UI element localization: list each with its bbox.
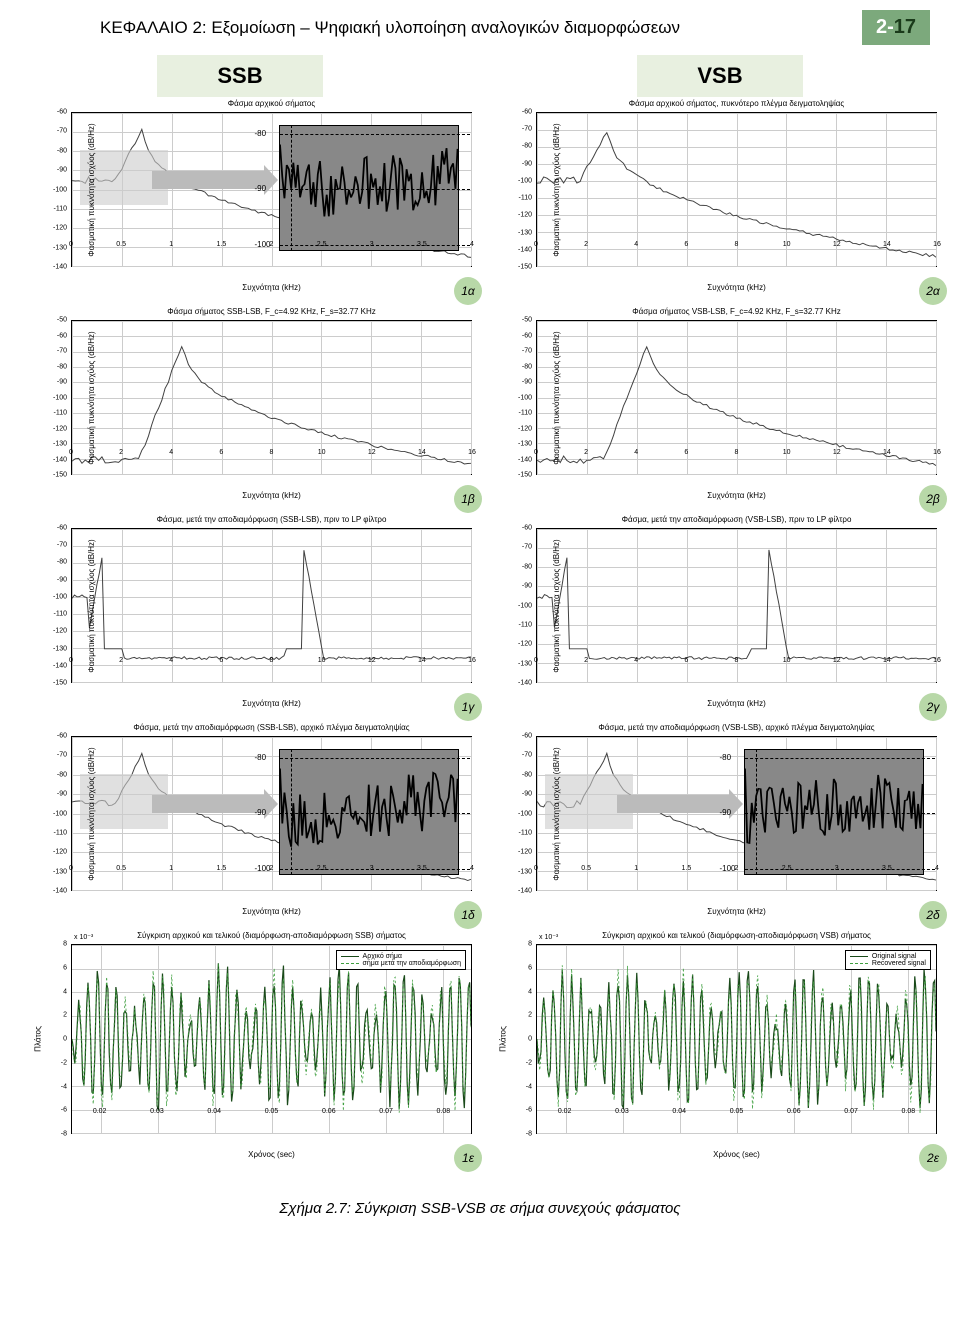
- chapter-title: ΚΕΦΑΛΑΙΟ 2: Εξομοίωση – Ψηφιακή υλοποίησ…: [100, 18, 862, 38]
- x-axis-label: Συχνότητα (kHz): [537, 283, 936, 292]
- x-axis-label: Συχνότητα (kHz): [72, 699, 471, 708]
- subplot-badge: 2β: [919, 485, 947, 513]
- subplot-badge: 2ε: [919, 1144, 947, 1172]
- col-label-vsb: VSB: [480, 55, 960, 97]
- plot-cell-2e: Σύγκριση αρχικού και τελικού (διαμόρφωση…: [480, 939, 945, 1182]
- plot-cell-2c: Φάσμα, μετά την αποδιαμόρφωση (VSB-LSB),…: [480, 523, 945, 731]
- x-axis-label: Συχνότητα (kHz): [537, 907, 936, 916]
- dash-box: [291, 749, 459, 874]
- col-label-ssb: SSB: [0, 55, 480, 97]
- plot-title: Σύγκριση αρχικού και τελικού (διαμόρφωση…: [537, 931, 936, 940]
- plot-cell-1d: Φάσμα, μετά την αποδιαμόρφωση (SSB-LSB),…: [15, 731, 480, 939]
- y-axis-label: Φασματική πυκνότητα ισχύος (dB/Hz): [552, 539, 561, 672]
- plot-legend: Original signalRecovered signal: [845, 950, 931, 970]
- y-exponent: x 10⁻³: [74, 933, 93, 941]
- plot-area: Σύγκριση αρχικού και τελικού (διαμόρφωση…: [71, 944, 472, 1134]
- plot-cell-1e: Σύγκριση αρχικού και τελικού (διαμόρφωση…: [15, 939, 480, 1182]
- plot-title: Φάσμα αρχικού σήματος: [72, 99, 471, 108]
- dash-box: [291, 125, 459, 250]
- subplot-badge: 2α: [919, 277, 947, 305]
- page-number-badge: 2-17: [862, 10, 930, 45]
- figure-caption: Σχήμα 2.7: Σύγκριση SSB-VSB σε σήμα συνε…: [0, 1182, 960, 1247]
- plot-cell-2a: Φάσμα αρχικού σήματος, πυκνότερο πλέγμα …: [480, 107, 945, 315]
- y-axis-label: Φασματική πυκνότητα ισχύος (dB/Hz): [87, 331, 96, 464]
- plot-title: Φάσμα, μετά την αποδιαμόρφωση (SSB-LSB),…: [72, 723, 471, 732]
- y-axis-label: Φασματική πυκνότητα ισχύος (dB/Hz): [87, 747, 96, 880]
- dash-box: [756, 749, 924, 874]
- plot-cell-2b: Φάσμα σήματος VSB-LSB, F_c=4.92 KHz, F_s…: [480, 315, 945, 523]
- subplot-badge: 1δ: [454, 901, 482, 929]
- plot-curve: [537, 945, 936, 1133]
- plot-title: Φάσμα, μετά την αποδιαμόρφωση (VSB-LSB),…: [537, 723, 936, 732]
- page-header: ΚΕΦΑΛΑΙΟ 2: Εξομοίωση – Ψηφιακή υλοποίησ…: [0, 0, 960, 50]
- x-axis-label: Συχνότητα (kHz): [537, 699, 936, 708]
- plot-curve: [72, 945, 471, 1133]
- plot-cell-1a: Φάσμα αρχικού σήματος-80-90-100Συχνότητα…: [15, 107, 480, 315]
- zoom-arrow-icon: [617, 795, 729, 813]
- column-labels: SSB VSB: [0, 55, 960, 97]
- zoom-arrow-icon: [152, 171, 264, 189]
- y-axis-label: Φασματική πυκνότητα ισχύος (dB/Hz): [87, 123, 96, 256]
- plot-title: Φάσμα, μετά την αποδιαμόρφωση (SSB-LSB),…: [72, 515, 471, 524]
- subplot-badge: 2γ: [919, 693, 947, 721]
- x-axis-label: Συχνότητα (kHz): [537, 491, 936, 500]
- plot-title: Φάσμα, μετά την αποδιαμόρφωση (VSB-LSB),…: [537, 515, 936, 524]
- subplot-badge: 1ε: [454, 1144, 482, 1172]
- y-axis-label: Φασματική πυκνότητα ισχύος (dB/Hz): [552, 747, 561, 880]
- x-axis-label: Συχνότητα (kHz): [72, 491, 471, 500]
- subplot-badge: 1β: [454, 485, 482, 513]
- plot-title: Φάσμα σήματος SSB-LSB, F_c=4.92 KHz, F_s…: [72, 307, 471, 316]
- x-axis-label: Χρόνος (sec): [537, 1150, 936, 1159]
- plot-cell-1c: Φάσμα, μετά την αποδιαμόρφωση (SSB-LSB),…: [15, 523, 480, 731]
- y-axis-label: Φασματική πυκνότητα ισχύος (dB/Hz): [87, 539, 96, 672]
- plot-area: Σύγκριση αρχικού και τελικού (διαμόρφωση…: [536, 944, 937, 1134]
- y-axis-label: Πλάτος: [498, 1026, 507, 1052]
- plot-grid: Φάσμα αρχικού σήματος-80-90-100Συχνότητα…: [0, 107, 960, 1182]
- x-axis-label: Συχνότητα (kHz): [72, 907, 471, 916]
- plot-title: Φάσμα σήματος VSB-LSB, F_c=4.92 KHz, F_s…: [537, 307, 936, 316]
- subplot-badge: 2δ: [919, 901, 947, 929]
- y-axis-label: Φασματική πυκνότητα ισχύος (dB/Hz): [552, 331, 561, 464]
- subplot-badge: 1γ: [454, 693, 482, 721]
- y-axis-label: Πλάτος: [33, 1026, 42, 1052]
- plot-title: Φάσμα αρχικού σήματος, πυκνότερο πλέγμα …: [537, 99, 936, 108]
- subplot-badge: 1α: [454, 277, 482, 305]
- y-axis-label: Φασματική πυκνότητα ισχύος (dB/Hz): [552, 123, 561, 256]
- zoom-arrow-icon: [152, 795, 264, 813]
- x-axis-label: Χρόνος (sec): [72, 1150, 471, 1159]
- x-axis-label: Συχνότητα (kHz): [72, 283, 471, 292]
- plot-title: Σύγκριση αρχικού και τελικού (διαμόρφωση…: [72, 931, 471, 940]
- plot-cell-1b: Φάσμα σήματος SSB-LSB, F_c=4.92 KHz, F_s…: [15, 315, 480, 523]
- plot-cell-2d: Φάσμα, μετά την αποδιαμόρφωση (VSB-LSB),…: [480, 731, 945, 939]
- y-exponent: x 10⁻³: [539, 933, 558, 941]
- plot-legend: Αρχικό σήμασήμα μετά την αποδιαμόρφωση: [336, 950, 466, 970]
